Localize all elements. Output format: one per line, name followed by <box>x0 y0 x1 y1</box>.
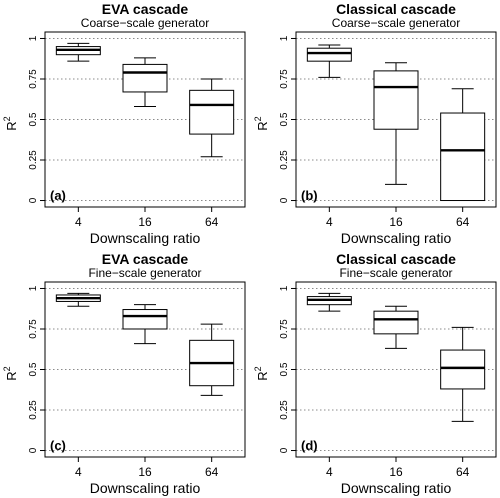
y-tick-label: 0.75 <box>28 69 39 89</box>
box-iqr <box>306 47 352 62</box>
box-64 <box>440 88 486 202</box>
x-tick-label: 16 <box>138 215 152 229</box>
x-tick-label: 16 <box>389 215 403 229</box>
y-axis-label-text: R <box>255 121 270 130</box>
x-tick-label: 64 <box>456 465 470 479</box>
y-tick-label: 0.75 <box>28 319 39 339</box>
box-iqr <box>122 63 168 93</box>
y-tick-label: 0.25 <box>28 400 39 420</box>
x-tick-label: 4 <box>75 215 82 229</box>
y-tick-label: 0.25 <box>279 150 290 170</box>
y-axis-label-superscript: 2 <box>2 366 12 371</box>
y-axis-label-text: R <box>4 371 19 380</box>
y-axis-label-text: R <box>4 121 19 130</box>
panel-title: Classical cascade <box>336 251 456 267</box>
y-axis-label-superscript: 2 <box>253 366 263 371</box>
panel-title: Classical cascade <box>336 1 456 17</box>
y-tick-label: 1 <box>279 285 290 291</box>
y-tick-label: 0 <box>28 197 39 203</box>
y-tick-label: 0.5 <box>28 112 39 126</box>
panel-title: EVA cascade <box>102 1 189 17</box>
box-16 <box>373 305 419 349</box>
box-iqr <box>373 70 419 130</box>
x-tick-label: 4 <box>326 215 333 229</box>
x-axis-label: Downscaling ratio <box>90 480 201 496</box>
y-axis-label: R2 <box>2 116 19 130</box>
x-tick-label: 16 <box>389 465 403 479</box>
panel-title: EVA cascade <box>102 251 189 267</box>
x-tick-label: 64 <box>456 215 470 229</box>
x-tick-label: 4 <box>75 465 82 479</box>
y-axis-label-superscript: 2 <box>253 116 263 121</box>
box-64 <box>189 323 235 396</box>
panel-subtitle: Coarse−scale generator <box>81 16 209 30</box>
box-16 <box>373 62 419 185</box>
y-tick-label: 1 <box>279 35 290 41</box>
x-axis-label: Downscaling ratio <box>90 230 201 246</box>
panel-label: (b) <box>301 188 318 203</box>
x-axis-label: Downscaling ratio <box>341 480 452 496</box>
y-tick-label: 1 <box>28 35 39 41</box>
box-4 <box>306 44 352 78</box>
x-tick-label: 4 <box>326 465 333 479</box>
y-axis-label-text: R <box>255 371 270 380</box>
y-tick-label: 0.5 <box>279 112 290 126</box>
y-axis-label-superscript: 2 <box>2 116 12 121</box>
y-tick-label: 0.75 <box>279 69 290 89</box>
box-iqr <box>189 89 235 135</box>
panel-label: (a) <box>50 188 66 203</box>
box-4 <box>55 292 101 307</box>
y-axis-label: R2 <box>2 366 19 380</box>
y-tick-label: 0.5 <box>279 362 290 376</box>
y-axis-label: R2 <box>253 366 270 380</box>
box-iqr <box>440 112 486 202</box>
panel-label: (c) <box>50 438 66 453</box>
panel-subtitle: Fine−scale generator <box>88 266 201 280</box>
y-tick-label: 0 <box>28 447 39 453</box>
y-tick-label: 0.75 <box>279 319 290 339</box>
y-tick-label: 0 <box>279 197 290 203</box>
box-4 <box>306 292 352 312</box>
y-tick-label: 0.25 <box>279 400 290 420</box>
panel-label: (d) <box>301 438 318 453</box>
y-tick-label: 0 <box>279 447 290 453</box>
y-tick-label: 1 <box>28 285 39 291</box>
panel-subtitle: Coarse−scale generator <box>332 16 460 30</box>
x-axis-label: Downscaling ratio <box>341 230 452 246</box>
y-tick-label: 0.5 <box>28 362 39 376</box>
box-16 <box>122 57 168 108</box>
y-axis-label: R2 <box>253 116 270 130</box>
box-iqr <box>373 310 419 335</box>
box-64 <box>440 326 486 422</box>
x-tick-label: 64 <box>205 465 219 479</box>
y-tick-label: 0.25 <box>28 150 39 170</box>
panel-subtitle: Fine−scale generator <box>339 266 452 280</box>
x-tick-label: 64 <box>205 215 219 229</box>
box-16 <box>122 304 168 345</box>
box-64 <box>189 78 235 158</box>
box-4 <box>55 42 101 62</box>
box-iqr <box>122 309 168 330</box>
x-tick-label: 16 <box>138 465 152 479</box>
box-iqr <box>440 349 486 390</box>
